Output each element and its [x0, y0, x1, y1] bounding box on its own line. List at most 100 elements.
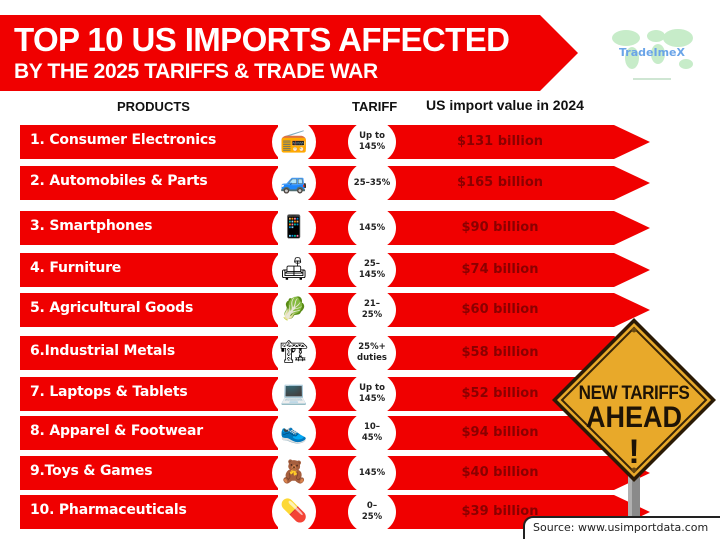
tariff-circle: 25–35%	[348, 161, 396, 205]
tariff-value: 25–35%	[353, 177, 391, 188]
product-icon-circle: 🛋	[272, 248, 316, 292]
tariff-value: 0– 25%	[361, 501, 383, 522]
table-row: 3. Smartphones $90 billion 📱 145%	[0, 206, 720, 250]
product-icon-circle: 🏗	[272, 331, 316, 375]
tariff-circle: 25%+ duties	[348, 331, 396, 375]
product-name: 8. Apparel & Footwear	[30, 423, 203, 439]
product-icon-circle: 💻	[272, 372, 316, 416]
tariff-value: 21– 25%	[361, 299, 383, 320]
import-value: $40 billion	[461, 465, 539, 480]
table-row: 4. Furniture $74 billion 🛋 25– 145%	[0, 248, 720, 292]
import-value: $52 billion	[461, 386, 539, 401]
table-row: 10. Pharmaceuticals $39 billion 💊 0– 25%	[0, 490, 720, 534]
product-bar	[20, 211, 278, 245]
table-row: 2. Automobiles & Parts $165 billion 🚙 25…	[0, 161, 720, 205]
product-bar	[20, 336, 278, 370]
import-value: $60 billion	[461, 302, 539, 317]
value-arrow-bar	[380, 166, 650, 200]
new-tariffs-sign: NEW TARIFFS AHEAD !	[548, 312, 720, 539]
product-bar	[20, 293, 278, 327]
tariff-circle: Up to 145%	[348, 120, 396, 164]
world-map-icon	[612, 29, 693, 69]
furniture-icon: 🛋	[280, 257, 308, 282]
product-name: 3. Smartphones	[30, 218, 153, 234]
product-icon-circle: 💊	[272, 490, 316, 534]
sneaker-icon: 👟	[280, 420, 308, 445]
import-value: $94 billion	[461, 425, 539, 440]
car-parts-icon: 🚙	[280, 170, 308, 195]
product-bar	[20, 456, 278, 490]
title-banner: TOP 10 US IMPORTS AFFECTED BY THE 2025 T…	[0, 15, 580, 91]
table-row: 9.Toys & Games $40 billion 🧸 145%	[0, 451, 720, 495]
title-line-1: TOP 10 US IMPORTS AFFECTED	[14, 21, 510, 58]
tariff-value: 10– 45%	[361, 422, 383, 443]
product-name: 1. Consumer Electronics	[30, 132, 217, 148]
metal-ingots-icon: 🏗	[280, 340, 308, 365]
banner-arrow-shape	[0, 15, 578, 91]
value-arrow-bar	[380, 125, 650, 159]
product-bar	[20, 416, 278, 450]
product-name: 4. Furniture	[30, 260, 122, 276]
product-icon-circle: 📻	[272, 120, 316, 164]
product-bar	[20, 125, 278, 159]
title-line-2: BY THE 2025 TARIFFS & TRADE WAR	[14, 60, 378, 83]
product-icon-circle: 🥬	[272, 288, 316, 332]
tradeimex-logo: TradeImeX	[606, 22, 698, 84]
tariff-value: 25– 145%	[358, 259, 386, 280]
source-caption: Source: www.usimportdata.com	[523, 516, 720, 539]
electronics-icon: 📻	[280, 129, 308, 154]
sign-exclamation: !	[628, 433, 640, 471]
produce-box-icon: 🥬	[280, 297, 308, 322]
column-header-tariff: TARIFF	[352, 99, 398, 114]
tariff-value: Up to 145%	[358, 131, 386, 152]
import-value: $90 billion	[461, 220, 539, 235]
table-row: 6.Industrial Metals $58 billion 🏗 25%+ d…	[0, 331, 720, 375]
product-bar	[20, 166, 278, 200]
value-arrow-bar	[380, 253, 650, 287]
table-row: 7. Laptops & Tablets $52 billion 💻 Up to…	[0, 372, 720, 416]
value-arrow-bar	[380, 211, 650, 245]
product-name: 5. Agricultural Goods	[30, 300, 194, 316]
warning-sign-icon	[552, 318, 716, 539]
product-icon-circle: 🚙	[272, 161, 316, 205]
tariff-circle: Up to 145%	[348, 372, 396, 416]
import-value: $165 billion	[456, 175, 544, 190]
sign-line-1: NEW TARIFFS	[578, 383, 690, 404]
column-header-products: PRODUCTS	[117, 99, 190, 114]
tariff-circle: 0– 25%	[348, 490, 396, 534]
tariff-value: Up to 145%	[358, 383, 386, 404]
sign-line-2: AHEAD	[585, 401, 682, 434]
product-icon-circle: 👟	[272, 411, 316, 455]
import-value: $131 billion	[456, 134, 544, 149]
tariff-value: 145%	[358, 467, 386, 478]
tariff-value: 25%+ duties	[357, 342, 387, 363]
product-bar	[20, 377, 278, 411]
import-value: $58 billion	[461, 345, 539, 360]
product-icon-circle: 📱	[272, 206, 316, 250]
medicine-bottles-icon: 💊	[280, 499, 308, 524]
tariff-value: 145%	[358, 222, 386, 233]
product-name: 9.Toys & Games	[30, 463, 153, 479]
smartphone-icon: 📱	[280, 215, 308, 240]
column-header-value: US import value in 2024	[426, 97, 584, 113]
tariff-circle: 10– 45%	[348, 411, 396, 455]
tariff-circle: 21– 25%	[348, 288, 396, 332]
product-name: 6.Industrial Metals	[30, 343, 175, 359]
table-row: 8. Apparel & Footwear $94 billion 👟 10– …	[0, 411, 720, 455]
laptops-icon: 💻	[280, 381, 308, 406]
product-icon-circle: 🧸	[272, 451, 316, 495]
logo-underline	[633, 78, 671, 80]
product-name: 7. Laptops & Tablets	[30, 384, 188, 400]
value-arrow-bar	[380, 336, 650, 370]
tariff-circle: 145%	[348, 451, 396, 495]
table-row: 5. Agricultural Goods $60 billion 🥬 21– …	[0, 288, 720, 332]
value-arrow-bar	[380, 456, 650, 490]
product-bar	[20, 495, 278, 529]
product-name: 10. Pharmaceuticals	[30, 502, 187, 518]
toys-icon: 🧸	[280, 460, 308, 485]
tariff-circle: 145%	[348, 206, 396, 250]
value-arrow-bar	[380, 293, 650, 327]
logo-text: TradeImeX	[619, 46, 685, 59]
product-bar	[20, 253, 278, 287]
product-name: 2. Automobiles & Parts	[30, 173, 208, 189]
